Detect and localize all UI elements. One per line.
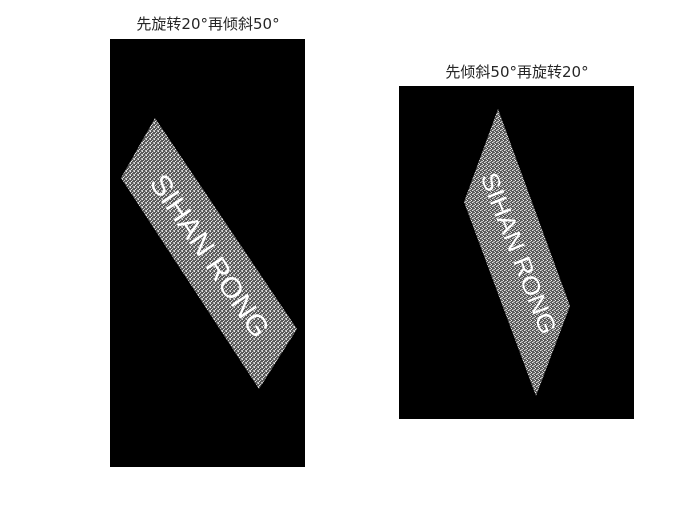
left-transformed-image: SIHAN RONG — [121, 118, 297, 389]
left-text-band — [121, 118, 297, 389]
right-text-band — [464, 109, 570, 396]
right-image-panel: SIHAN RONG — [399, 86, 634, 419]
right-panel-title: 先倾斜50°再旋转20° — [445, 63, 589, 81]
left-image-panel: SIHAN RONG — [110, 39, 305, 467]
left-panel-title: 先旋转20°再倾斜50° — [136, 15, 280, 33]
right-transformed-image: SIHAN RONG — [464, 109, 570, 396]
left-image-text: SIHAN RONG — [143, 169, 275, 344]
